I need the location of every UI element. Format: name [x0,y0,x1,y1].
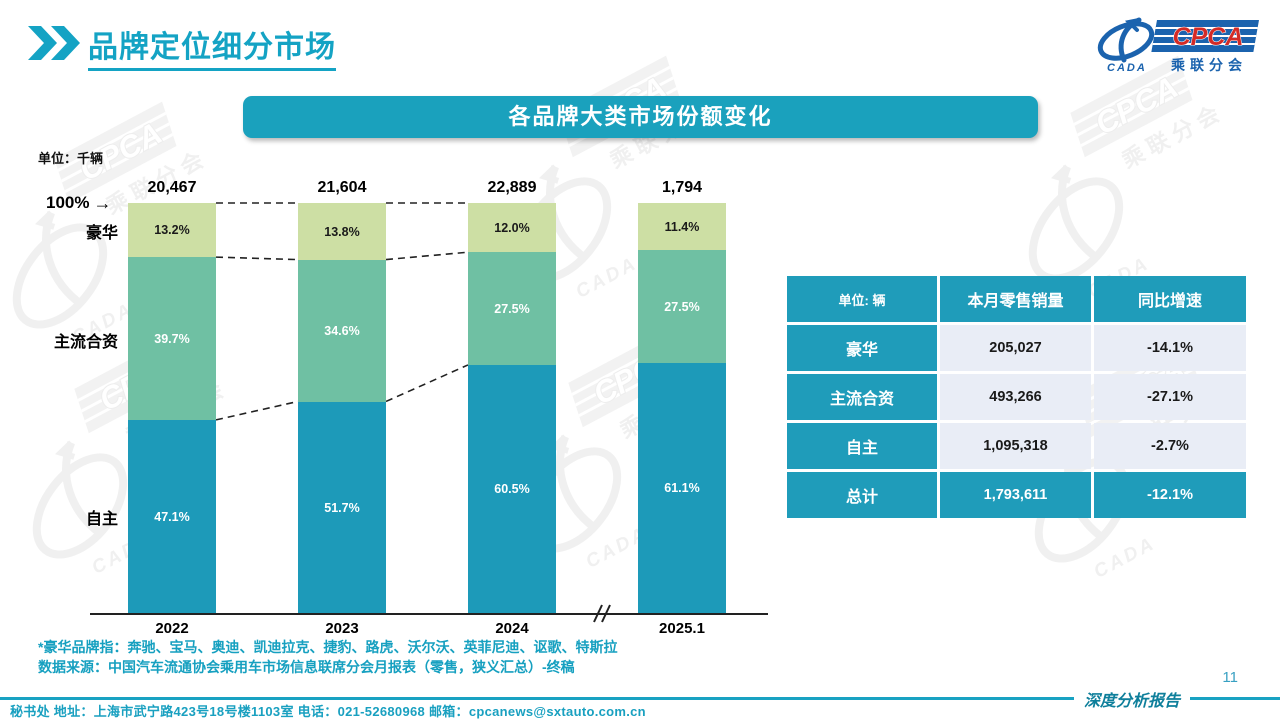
category-label-luxury: 豪华 [85,225,118,243]
svg-text:CPCA: CPCA [1090,69,1184,141]
segment-2025.1-主流合资: 27.5% [638,250,726,363]
x-axis-label-2023: 2023 [325,620,359,637]
segment-value-label: 47.1% [154,509,190,524]
bar-2024: 12.0% 27.5% 60.5% [468,203,556,613]
table-cell-yoy: -27.1% [1094,374,1246,420]
segment-value-label: 11.4% [664,219,700,234]
table-cell-sales: 493,266 [940,374,1091,420]
cada-text: CADA [1107,62,1147,74]
bar-2023: 13.8% 34.6% 51.7% [298,203,386,613]
hundred-percent-label: 100% → [46,193,112,213]
segment-2022-自主: 47.1% [128,420,216,613]
segment-value-label: 51.7% [324,500,360,515]
table-cell-yoy: -14.1% [1094,325,1246,371]
chart-title: 各品牌大类市场份额变化 [508,104,773,129]
table-row-label: 主流合资 [787,374,937,420]
segment-value-label: 61.1% [664,481,700,495]
category-label-domestic: 自主 [85,511,118,529]
segment-2024-主流合资: 27.5% [468,252,556,365]
segment-value-label: 27.5% [494,301,530,316]
page-number: 11 [1222,669,1238,686]
page-title: 品牌定位细分市场 [88,22,336,71]
segment-2022-主流合资: 39.7% [128,257,216,420]
footnotes: *豪华品牌指：奔驰、宝马、奥迪、凯迪拉克、捷豹、路虎、沃尔沃、英菲尼迪、讴歌、特… [38,637,617,677]
footer-line [0,697,1280,700]
chart-title-banner: 各品牌大类市场份额变化 [243,96,1038,138]
segment-2024-豪华: 12.0% [468,203,556,252]
segment-2024-自主: 60.5% [468,365,556,613]
segment-value-label: 60.5% [494,482,530,496]
cpca-text: CPCA [1173,23,1244,51]
x-axis-label-2025.1: 2025.1 [659,620,705,637]
right-arrow-icon: → [93,193,112,213]
table-total-yoy: -12.1% [1094,472,1246,518]
segment-value-label: 39.7% [154,331,190,346]
bar-2025.1: 11.4% 27.5% 61.1% [638,203,726,613]
svg-text:乘联分会: 乘联分会 [1117,98,1229,173]
footnote-luxury-brands: *豪华品牌指：奔驰、宝马、奥迪、凯迪拉克、捷豹、路虎、沃尔沃、英菲尼迪、讴歌、特… [38,639,618,655]
chart-unit-label: 单位：千辆 [38,151,104,166]
table-total-label: 总计 [787,472,937,518]
segment-value-label: 27.5% [664,299,700,314]
cpca-logo: CADA CPCA 乘联分会 [1097,17,1259,74]
table-total-sales: 1,793,611 [940,472,1091,518]
bar-total-2023: 21,604 [317,179,367,196]
double-chevron-icon [28,26,80,60]
segment-2023-自主: 51.7% [298,402,386,613]
table-row-label: 豪华 [787,325,937,371]
cada-emblem-icon [1097,17,1155,63]
table-header-sales: 本月零售销量 [940,276,1091,322]
report-type-label: 深度分析报告 [1073,687,1190,711]
x-axis-label-2024: 2024 [495,620,529,637]
x-axis-label-2022: 2022 [155,620,189,637]
footer-contact: 秘书处 地址：上海市武宁路423号18号楼1103室 电话：021-526809… [10,704,646,719]
table-header-yoy: 同比增速 [1094,276,1246,322]
segment-2022-豪华: 13.2% [128,203,216,257]
svg-text:CADA: CADA [1090,533,1159,583]
bar-total-2022: 20,467 [147,179,197,196]
bar-total-2024: 22,889 [487,179,537,196]
segment-value-label: 13.2% [154,223,190,237]
footnote-data-source: 数据来源：中国汽车流通协会乘用车市场信息联席分会月报表（零售，狭义汇总）-终稿 [38,659,575,675]
cpca-flag-icon [1151,20,1259,52]
category-label-joint-venture: 主流合资 [53,333,118,351]
table-cell-sales: 205,027 [940,325,1091,371]
table-cell-sales: 1,095,318 [940,423,1091,469]
bar-2022: 13.2% 39.7% 47.1% [128,203,216,613]
logo-subtitle: 乘联分会 [1170,57,1247,73]
segment-value-label: 34.6% [324,324,360,338]
table-header-unit: 单位: 辆 [787,276,937,322]
segment-value-label: 12.0% [494,220,530,235]
table-row-label: 自主 [787,423,937,469]
svg-text:CADA: CADA [572,253,641,303]
table-cell-yoy: -2.7% [1094,423,1246,469]
segment-2023-豪华: 13.8% [298,203,386,260]
bar-total-2025.1: 1,794 [661,179,703,196]
segment-2025.1-豪华: 11.4% [638,203,726,250]
sales-table: 单位: 辆本月零售销量 同比增速豪华 205,027 -14.1% 主流合资 493,26… [787,276,1246,518]
segment-2023-主流合资: 34.6% [298,260,386,402]
segment-value-label: 13.8% [324,224,360,239]
segment-2025.1-自主: 61.1% [638,363,726,613]
